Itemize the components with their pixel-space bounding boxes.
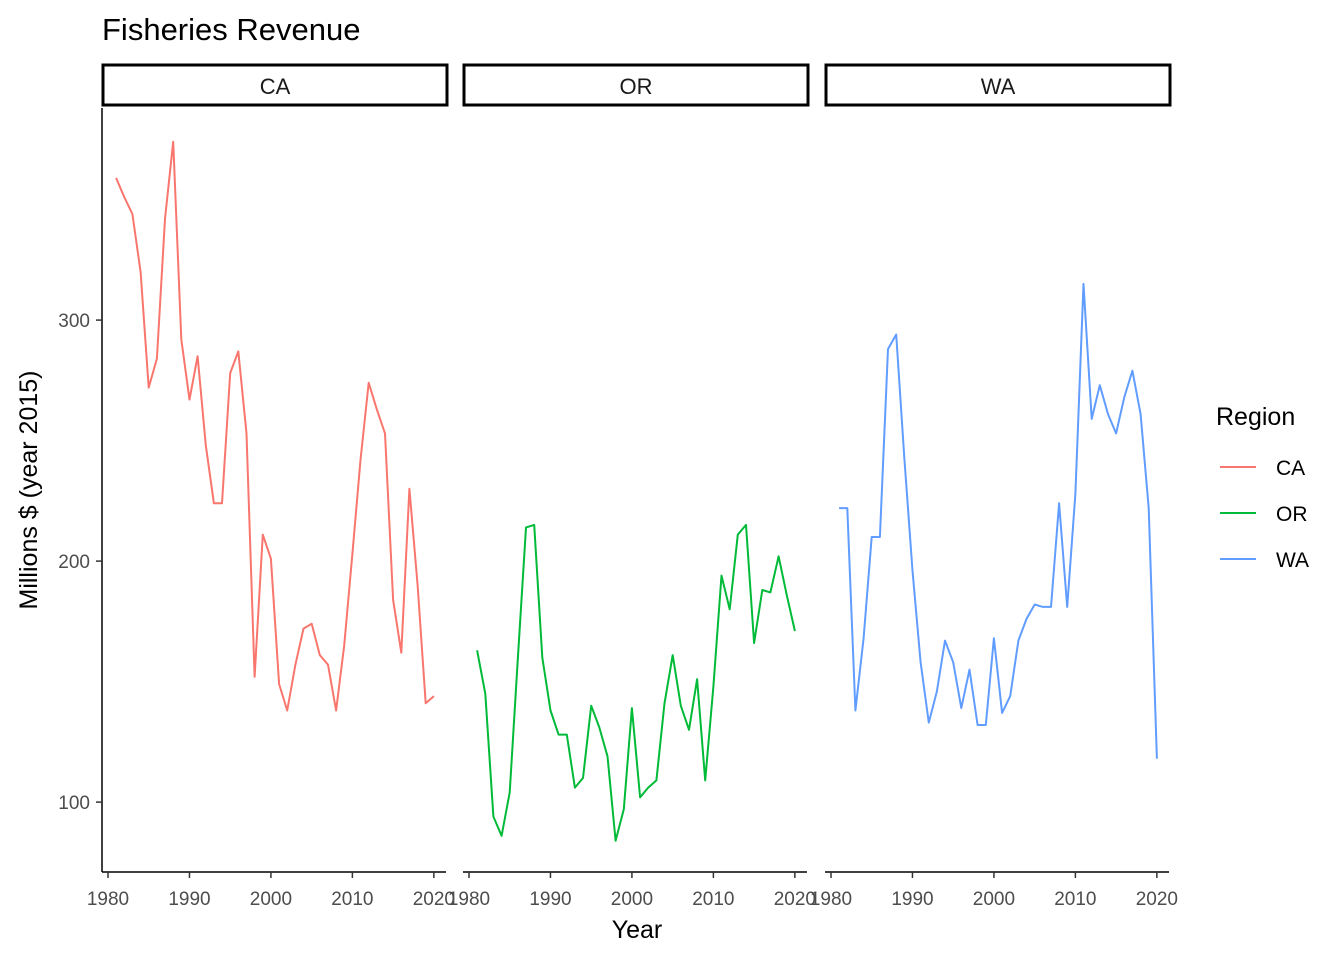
y-axis-title: Millions $ (year 2015) [15, 371, 43, 610]
y-tick-label: 200 [58, 552, 90, 573]
legend-item-wa: WA [1220, 549, 1309, 572]
y-tick-label: 100 [58, 793, 90, 814]
y-tick-label: 300 [58, 311, 90, 332]
x-tick-label: 1980 [448, 889, 490, 910]
legend-label: WA [1276, 549, 1309, 572]
series-line-ca [115, 140, 435, 712]
series-line-or [476, 523, 796, 842]
x-tick-label: 2020 [1136, 889, 1178, 910]
facet-strip-label: CA [260, 74, 291, 99]
legend-label: CA [1276, 457, 1305, 480]
x-tick-label: 1980 [87, 889, 129, 910]
facet-panel-ca: CA 1980 1990 2000 2010 2020 [87, 63, 455, 910]
x-tick-label: 1980 [810, 889, 852, 910]
x-tick-label: 2010 [1054, 889, 1096, 910]
chart-title: Fisheries Revenue [102, 12, 360, 47]
facet-panels: CA 1980 1990 2000 2010 2020 OR 1980 1990 2000 2010… [87, 63, 1178, 910]
x-tick-label: 1990 [529, 889, 571, 910]
facet-strip [824, 63, 1172, 107]
series-line-wa [839, 282, 1158, 759]
x-tick-label: 2020 [413, 889, 455, 910]
legend-title: Region [1216, 403, 1295, 431]
x-tick-label: 1990 [891, 889, 933, 910]
x-tick-label: 2010 [331, 889, 373, 910]
facet-panel-or: OR 1980 1990 2000 2010 2020 [448, 63, 816, 910]
legend-item-or: OR [1220, 503, 1308, 526]
x-tick-label: 2000 [973, 889, 1015, 910]
x-tick-label: 2010 [692, 889, 734, 910]
facet-strip [462, 63, 810, 107]
x-tick-label: 2000 [250, 889, 292, 910]
x-tick-label: 1990 [168, 889, 210, 910]
facet-strip [101, 63, 449, 107]
facet-strip-label: WA [981, 74, 1016, 99]
legend: Region CA OR WA [1216, 403, 1309, 572]
facet-panel-wa: WA 1980 1990 2000 2010 2020 [810, 63, 1178, 910]
x-tick-label: 2000 [611, 889, 653, 910]
x-axis-title: Year [612, 916, 663, 944]
y-axis: 100 200 300 [58, 108, 103, 872]
facet-strip-label: OR [620, 74, 653, 99]
legend-label: OR [1276, 503, 1308, 526]
x-tick-label: 2020 [774, 889, 816, 910]
legend-items: CA OR WA [1220, 457, 1309, 572]
legend-item-ca: CA [1220, 457, 1305, 480]
